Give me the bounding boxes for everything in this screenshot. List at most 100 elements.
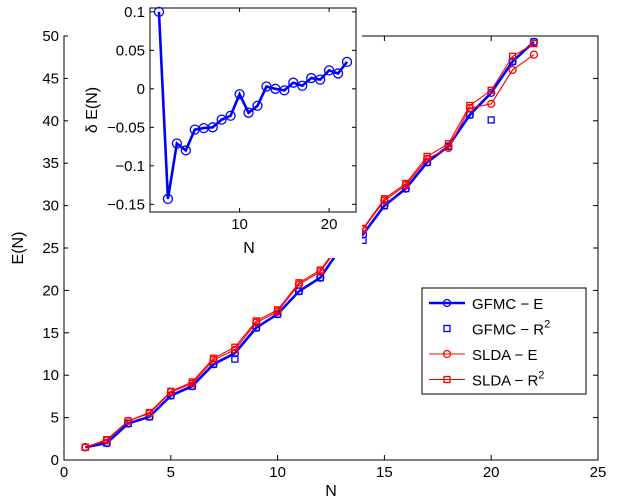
data-point — [529, 50, 539, 59]
inset-y-ticks: −0.15 −0.1 −0.05 0 0.05 0.1 — [107, 4, 356, 213]
inset-data-point — [332, 68, 344, 79]
series-line — [85, 43, 535, 448]
legend-superscript: 2 — [544, 319, 550, 331]
y-tick-label: −0.15 — [107, 196, 145, 213]
inset-data-point — [341, 56, 353, 68]
y-tick-label: 50 — [42, 28, 59, 45]
data-point — [508, 65, 517, 75]
series-line — [85, 54, 535, 448]
x-tick-label: 25 — [590, 464, 607, 481]
x-tick-label: 20 — [483, 464, 500, 481]
data-point — [252, 317, 260, 325]
data-point — [209, 354, 218, 362]
inset-y-axis-label: δ E(N) — [84, 87, 101, 133]
inset-x-ticks: 10 20 — [231, 8, 337, 233]
series-line — [85, 40, 535, 449]
y-tick-label: 0 — [51, 452, 59, 469]
inset-data-point — [297, 80, 308, 91]
data-point — [273, 306, 282, 314]
y-tick-label: 35 — [42, 155, 59, 172]
data-point — [487, 99, 496, 108]
y-tick-label: 15 — [42, 325, 59, 342]
inset-data-point — [216, 114, 227, 125]
x-tick-label: 20 — [321, 216, 338, 233]
y-tick-label: 30 — [42, 198, 59, 215]
legend-item: GFMC − R2 — [443, 319, 550, 339]
data-point — [487, 86, 495, 94]
data-point — [81, 443, 90, 451]
x-tick-label: 0 — [60, 464, 68, 481]
legend-label: SLDA − E — [472, 347, 537, 364]
inset-plot: 10 20 −0.15 −0.1 −0.05 0 0.05 0.1 Nδ E(N) — [68, 0, 362, 258]
data-point — [380, 201, 389, 210]
inset-data-point — [315, 74, 326, 85]
inset-data-point — [180, 145, 191, 156]
y-tick-label: 20 — [42, 282, 59, 299]
data-point — [380, 195, 389, 203]
data-point — [444, 140, 453, 148]
y-tick-label: 0.1 — [124, 4, 145, 21]
data-point — [167, 387, 175, 395]
inset-series-1 — [153, 6, 353, 205]
data-point — [423, 152, 431, 161]
y-tick-label: 10 — [42, 367, 59, 384]
data-point — [444, 143, 453, 153]
data-point — [466, 101, 474, 110]
y-tick-label: 5 — [51, 410, 59, 427]
x-axis-label: N — [325, 483, 337, 498]
legend: GFMC − E GFMC − R2 SLDA − E SLDA − R2 — [421, 287, 587, 395]
y-tick-label: 25 — [42, 240, 59, 257]
legend-item: SLDA − E — [429, 347, 537, 364]
data-point — [124, 417, 132, 425]
inset-data-point — [162, 193, 174, 205]
inset-data-point — [252, 100, 263, 111]
legend-label: GFMC − E — [472, 296, 543, 313]
legend-marker — [442, 349, 452, 359]
inset-data-point — [288, 77, 299, 88]
y-tick-label: −0.05 — [107, 119, 145, 136]
x-tick-label: 5 — [167, 464, 175, 481]
inset-data-point — [207, 122, 218, 133]
legend-label: GFMC − R2 — [472, 319, 550, 339]
legend-superscript: 2 — [538, 370, 544, 382]
data-point — [103, 435, 111, 444]
y-tick-label: −0.1 — [115, 158, 145, 175]
x-tick-label: 10 — [231, 216, 248, 233]
data-point — [252, 324, 260, 332]
inset-data-point — [225, 110, 236, 121]
data-point — [487, 116, 495, 124]
legend-label: SLDA − R2 — [472, 370, 544, 390]
inset-data-point — [234, 89, 245, 100]
main-x-ticks: 0 5 10 15 20 25 — [60, 36, 607, 481]
data-point — [530, 39, 538, 48]
data-point — [188, 378, 196, 386]
inset-data-point — [171, 138, 183, 149]
legend-item: SLDA − R2 — [429, 370, 544, 390]
legend-marker — [443, 375, 451, 384]
inset-data-point — [323, 65, 335, 76]
y-tick-label: 45 — [42, 70, 59, 87]
legend-marker — [443, 324, 451, 333]
x-tick-label: 10 — [269, 464, 286, 481]
legend-item: GFMC − E — [429, 296, 543, 313]
data-point — [402, 179, 410, 188]
data-point — [508, 52, 517, 61]
y-tick-label: 0.05 — [116, 42, 145, 59]
inset-data-point — [279, 85, 290, 96]
data-point — [295, 279, 303, 287]
data-point — [231, 343, 239, 351]
y-tick-label: 0 — [137, 81, 145, 98]
x-tick-label: 15 — [376, 464, 393, 481]
inset-data-point — [153, 6, 165, 17]
data-point — [145, 408, 154, 417]
inset-x-axis-label: N — [243, 240, 255, 257]
y-tick-label: 40 — [42, 113, 59, 130]
inset-data-point — [243, 107, 254, 118]
y-axis-label: E(N) — [10, 232, 27, 265]
data-point — [231, 355, 239, 363]
data-point — [316, 266, 324, 274]
legend-marker — [442, 298, 452, 308]
